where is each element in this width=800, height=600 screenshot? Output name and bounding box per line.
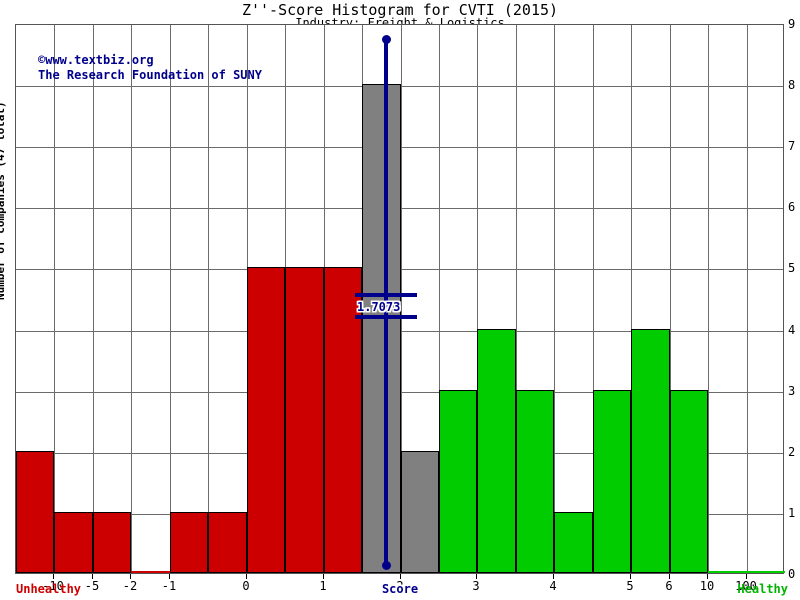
x-tick-label: 2 bbox=[396, 579, 404, 593]
v-gridline bbox=[708, 25, 709, 573]
v-gridline bbox=[554, 25, 555, 573]
bars-layer bbox=[16, 25, 785, 573]
x-tick-mark bbox=[400, 574, 401, 579]
histogram-bar bbox=[362, 84, 401, 573]
histogram-bar bbox=[516, 389, 554, 573]
histogram-bar bbox=[324, 267, 362, 573]
x-tick-label: -10 bbox=[42, 579, 64, 593]
x-tick-label: -2 bbox=[122, 579, 138, 593]
x-tick-label: 5 bbox=[626, 579, 634, 593]
y-axis-label: Number of companies (47 total) bbox=[0, 101, 7, 300]
histogram-bar bbox=[170, 511, 208, 573]
chart-title: Z''-Score Histogram for CVTI (2015) bbox=[241, 1, 559, 19]
y-tick-label: 0 bbox=[788, 567, 796, 581]
y-tick-label: 6 bbox=[788, 200, 796, 215]
x-tick-label: -1 bbox=[161, 579, 177, 593]
credit-block: ©www.textbiz.org The Research Foundation… bbox=[38, 53, 262, 83]
histogram-bar bbox=[631, 328, 670, 573]
histogram-bar bbox=[208, 511, 247, 573]
v-gridline bbox=[54, 25, 55, 573]
x-tick-mark bbox=[707, 574, 708, 579]
histogram-bar bbox=[54, 511, 93, 573]
credit-line-1: ©www.textbiz.org bbox=[38, 53, 154, 67]
histogram-bar bbox=[477, 328, 516, 573]
x-tick-mark bbox=[476, 574, 477, 579]
x-tick-label: -5 bbox=[84, 579, 100, 593]
x-tick-label: 4 bbox=[549, 579, 557, 593]
v-gridline bbox=[208, 25, 209, 573]
v-gridline bbox=[401, 25, 402, 573]
x-tick-mark bbox=[630, 574, 631, 579]
histogram-bar bbox=[708, 571, 747, 573]
y-tick-label: 7 bbox=[788, 139, 796, 154]
v-gridline bbox=[131, 25, 132, 573]
histogram-bar bbox=[16, 450, 54, 573]
x-tick-mark bbox=[92, 574, 93, 579]
histogram-bar bbox=[285, 267, 324, 573]
x-tick-label: 0 bbox=[242, 579, 250, 593]
y-tick-label: 3 bbox=[788, 383, 796, 398]
x-tick-label: 6 bbox=[665, 579, 673, 593]
credit-line-2: The Research Foundation of SUNY bbox=[38, 68, 262, 82]
x-tick-mark bbox=[130, 574, 131, 579]
x-tick-label: 3 bbox=[472, 579, 480, 593]
v-gridline bbox=[93, 25, 94, 573]
x-tick-mark bbox=[746, 574, 747, 579]
x-tick-label: 1 bbox=[319, 579, 327, 593]
y-tick-label: 4 bbox=[788, 322, 796, 337]
zone-label-unhealthy: Unhealthy bbox=[16, 582, 82, 596]
x-tick-mark bbox=[553, 574, 554, 579]
histogram-bar bbox=[747, 571, 785, 573]
histogram-bar bbox=[554, 511, 593, 573]
histogram-bar bbox=[401, 450, 439, 573]
v-gridline bbox=[439, 25, 440, 573]
v-gridline bbox=[747, 25, 748, 573]
y-tick-label: 8 bbox=[788, 78, 796, 93]
v-gridline bbox=[631, 25, 632, 573]
v-gridline bbox=[593, 25, 594, 573]
v-gridline bbox=[170, 25, 171, 573]
x-tick-mark bbox=[169, 574, 170, 579]
zone-label-healthy: Healthy bbox=[737, 582, 788, 596]
x-tick-mark bbox=[53, 574, 54, 579]
v-gridline bbox=[670, 25, 671, 573]
v-gridline bbox=[516, 25, 517, 573]
x-axis-label: Score bbox=[381, 582, 419, 596]
x-tick-label: 10 bbox=[699, 579, 715, 593]
y-tick-label: 5 bbox=[788, 261, 796, 276]
histogram-bar bbox=[93, 511, 131, 573]
x-tick-mark bbox=[323, 574, 324, 579]
histogram-bar bbox=[131, 571, 170, 573]
histogram-bar bbox=[593, 389, 631, 573]
y-tick-label: 1 bbox=[788, 505, 796, 520]
x-tick-label: 100 bbox=[735, 579, 757, 593]
histogram-bar bbox=[439, 389, 477, 573]
y-tick-label: 2 bbox=[788, 444, 796, 459]
x-tick-mark bbox=[246, 574, 247, 579]
plot-area: 1.7073 ©www.textbiz.org The Research Fou… bbox=[15, 24, 785, 574]
y-tick-label: 9 bbox=[788, 17, 796, 31]
v-gridline bbox=[477, 25, 478, 573]
histogram-bar bbox=[670, 389, 708, 573]
histogram-bar bbox=[247, 267, 285, 573]
x-tick-mark bbox=[669, 574, 670, 579]
